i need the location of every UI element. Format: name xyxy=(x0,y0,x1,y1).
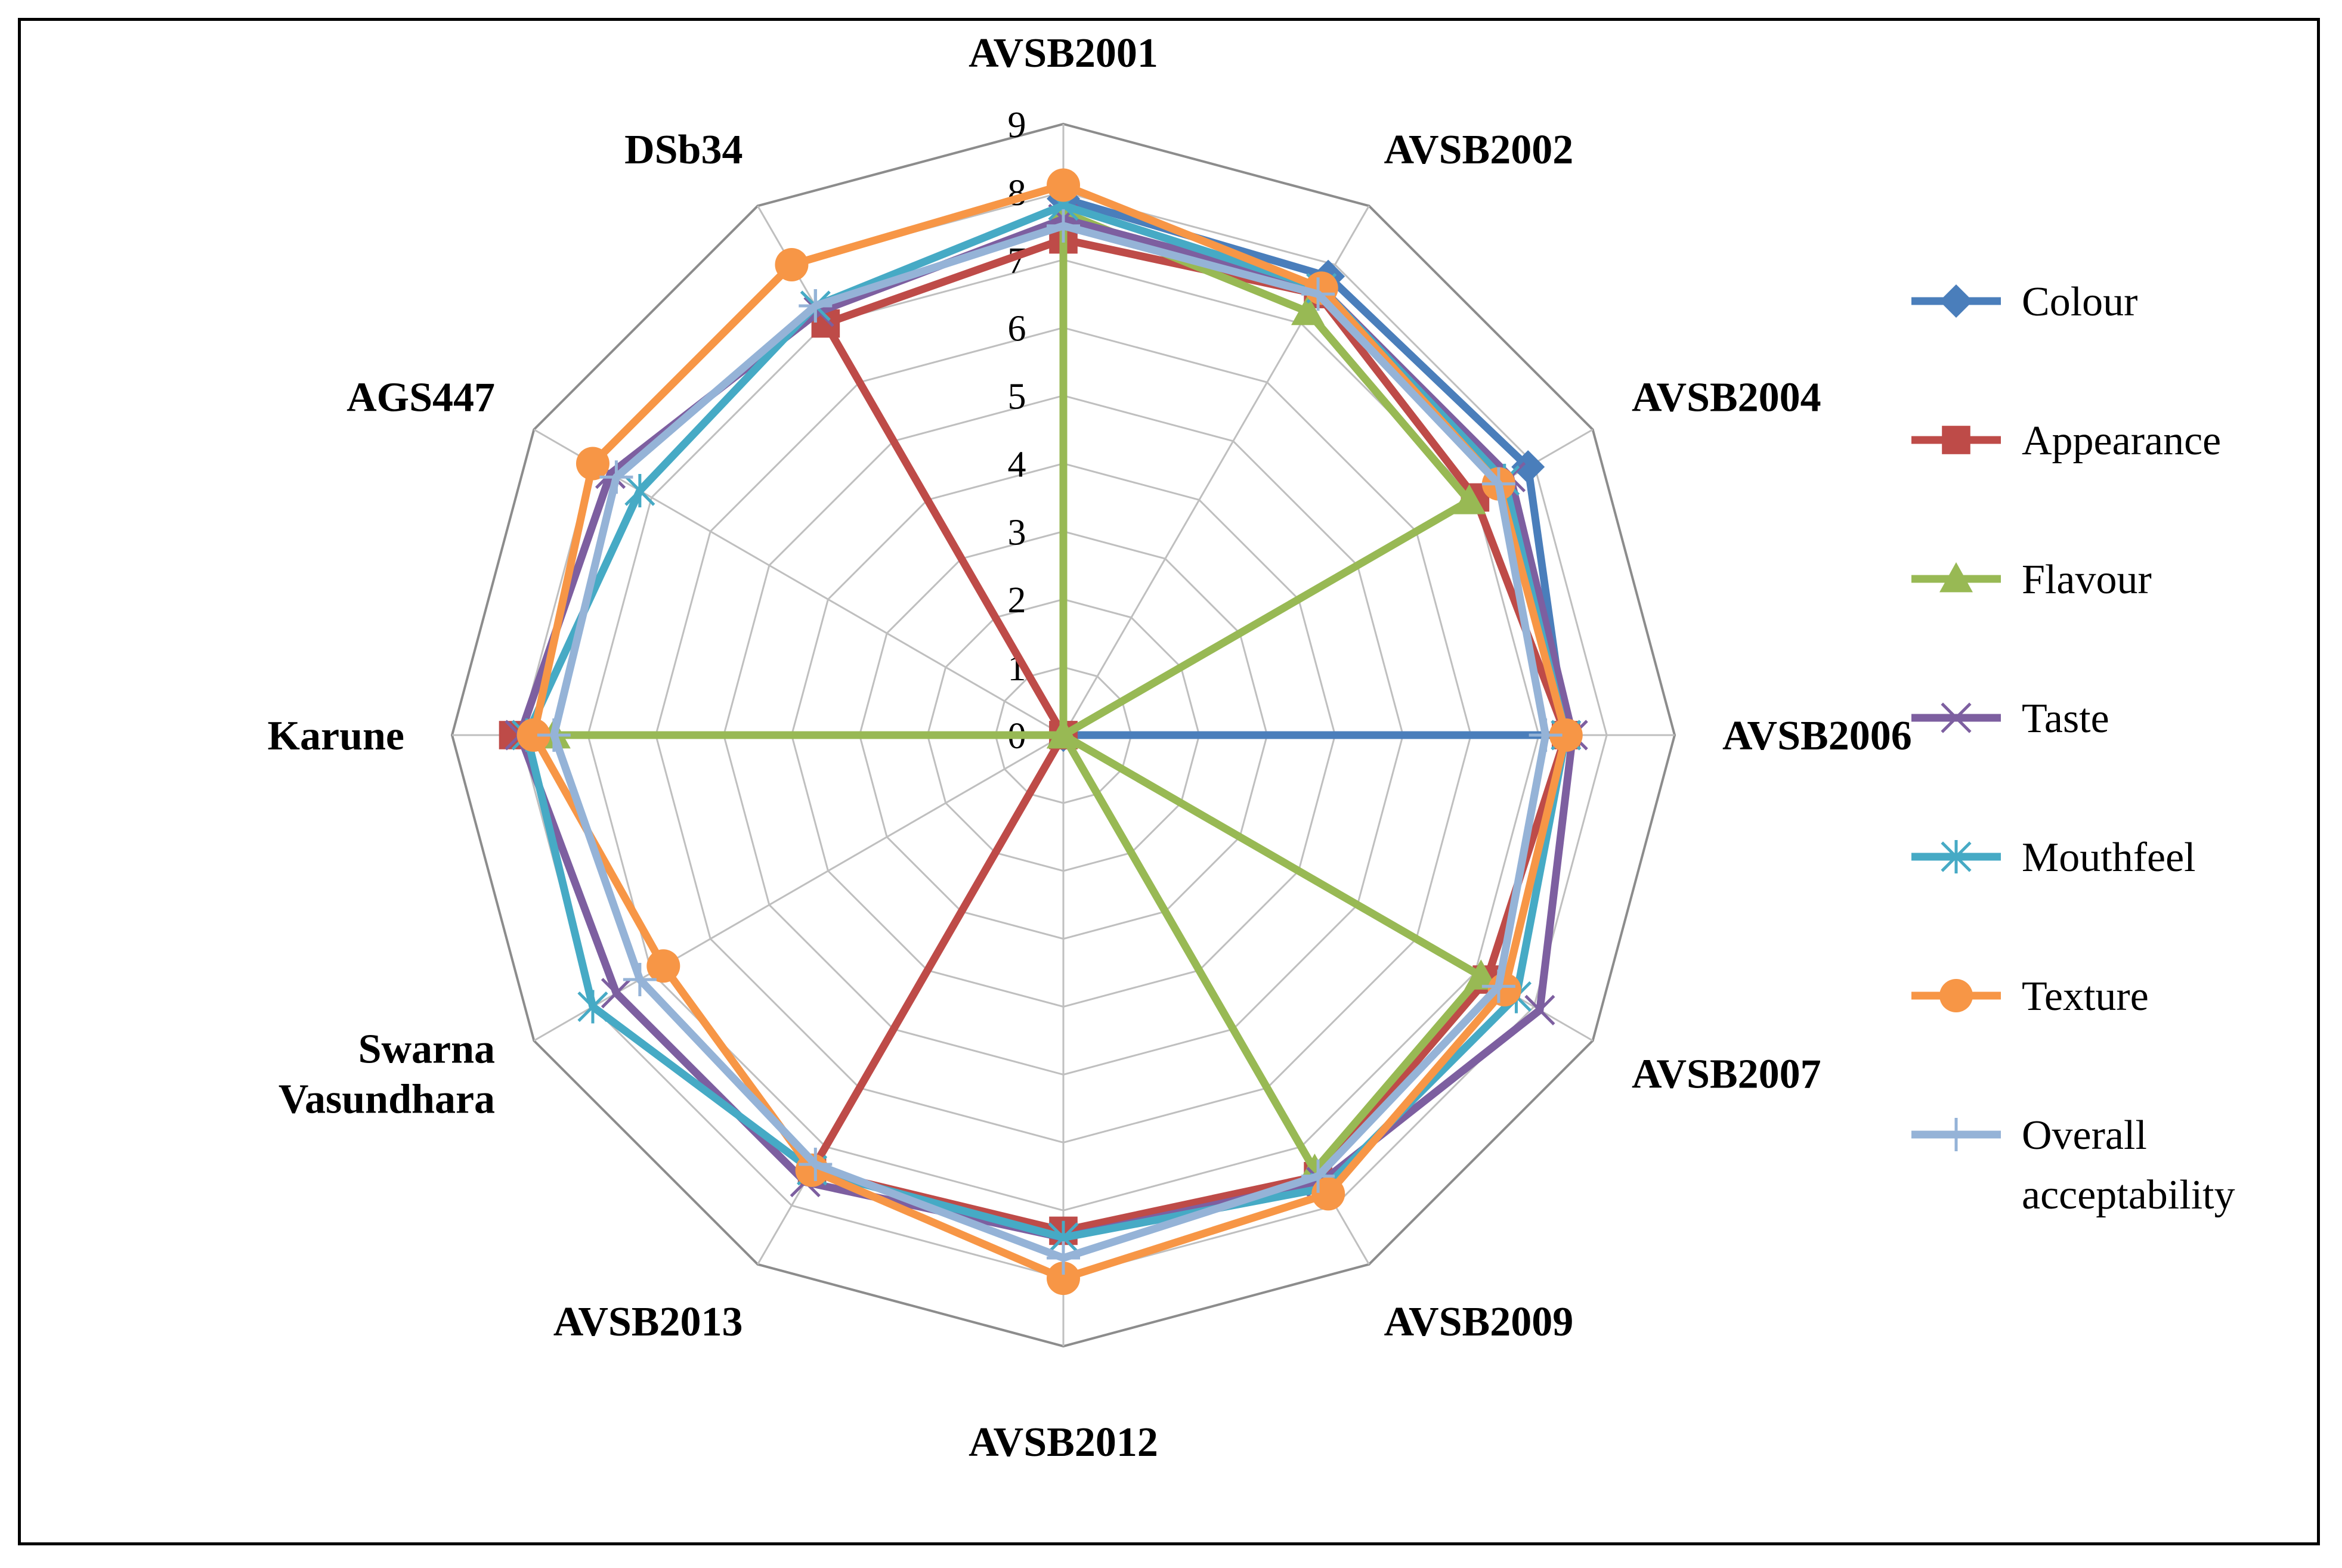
point-texture-avsb2001 xyxy=(1047,168,1080,202)
legend-label-appearance: Appearance xyxy=(2022,418,2221,464)
category-label-swarna-vasundhara: Swarna Vasundhara xyxy=(279,1027,495,1123)
legend-label-taste: Taste xyxy=(2022,696,2109,742)
point-overall-acceptability-avsb2012 xyxy=(1047,1241,1080,1275)
legend-marker-diamond xyxy=(1939,284,1973,318)
category-label-ags447: AGS447 xyxy=(346,375,495,421)
point-flavour-avsb2002 xyxy=(1291,295,1325,326)
point-flavour-avsb2007 xyxy=(1464,959,1498,990)
point-texture-dsb34 xyxy=(775,247,809,281)
series-lines xyxy=(499,168,1588,1296)
legend-label-mouthfeel: Mouthfeel xyxy=(2022,835,2196,881)
point-texture-ags447 xyxy=(576,447,610,481)
legend: Colour Appearance Flavour Taste Mouthfeel Tex… xyxy=(1911,279,2235,1218)
point-overall-acceptability-swarna-vasundhara xyxy=(623,963,657,996)
radial-tick-label: 9 xyxy=(1008,105,1026,145)
radial-tick-label: 2 xyxy=(1008,580,1026,621)
legend-marker-circle xyxy=(1939,979,1973,1012)
point-texture-karune xyxy=(516,718,550,752)
series-taste xyxy=(505,203,1588,1253)
point-overall-acceptability-avsb2006 xyxy=(1529,718,1563,752)
radial-tick-label: 6 xyxy=(1008,309,1026,349)
spoke-ags447 xyxy=(533,429,1064,736)
category-label-avsb2006: AVSB2006 xyxy=(1722,713,1912,759)
category-label-avsb2001: AVSB2001 xyxy=(969,30,1158,76)
point-texture-avsb2009 xyxy=(1311,1177,1345,1211)
point-overall-acceptability-ags447 xyxy=(599,460,633,494)
legend-marker-square xyxy=(1942,426,1970,454)
legend-label-overall-acceptability: Overall acceptability xyxy=(2022,1113,2235,1218)
point-overall-acceptability-karune xyxy=(537,718,571,752)
series-overall-acceptability xyxy=(537,209,1563,1275)
category-label-dsb34: DSb34 xyxy=(624,127,742,173)
legend-item-colour: Colour xyxy=(1911,279,2137,325)
point-overall-acceptability-avsb2001 xyxy=(1047,209,1080,243)
legend-label-texture: Texture xyxy=(2022,974,2149,1019)
legend-item-mouthfeel: Mouthfeel xyxy=(1911,835,2196,881)
legend-item-appearance: Appearance xyxy=(1911,418,2221,464)
point-overall-acceptability-avsb2002 xyxy=(1301,277,1335,311)
point-flavour-dsb34 xyxy=(1047,718,1080,749)
legend-marker-triangle xyxy=(1939,562,1973,593)
point-texture-swarna-vasundhara xyxy=(646,949,680,983)
point-taste-avsb2007 xyxy=(1524,994,1555,1025)
series-line-flavour xyxy=(550,208,1485,1175)
point-texture-avsb2012 xyxy=(1047,1262,1080,1296)
radial-tick-label: 3 xyxy=(1008,512,1026,553)
point-texture-avsb2006 xyxy=(1549,718,1583,752)
point-colour-avsb2004 xyxy=(1511,450,1545,484)
radial-tick-label: 5 xyxy=(1008,377,1026,417)
category-label-avsb2013: AVSB2013 xyxy=(553,1299,743,1345)
point-flavour-avsb2004 xyxy=(1452,484,1486,515)
legend-marker-star xyxy=(1941,840,1972,873)
point-overall-acceptability-avsb2009 xyxy=(1301,1159,1335,1193)
point-overall-acceptability-avsb2007 xyxy=(1481,969,1515,1003)
radial-tick-label: 4 xyxy=(1008,444,1026,485)
point-mouthfeel-swarna-vasundhara xyxy=(577,990,608,1024)
category-label-avsb2004: AVSB2004 xyxy=(1632,375,1821,421)
point-overall-acceptability-avsb2004 xyxy=(1481,467,1515,501)
point-texture-avsb2013 xyxy=(795,1153,829,1187)
point-overall-acceptability-avsb2013 xyxy=(799,1148,833,1181)
legend-item-overall-acceptability: Overall acceptability xyxy=(1911,1113,2235,1218)
legend-item-texture: Texture xyxy=(1911,974,2149,1019)
category-label-avsb2012: AVSB2012 xyxy=(969,1420,1158,1465)
point-taste-swarna-vasundhara xyxy=(601,978,632,1009)
legend-label-colour: Colour xyxy=(2022,279,2137,325)
legend-marker-plus xyxy=(1939,1118,1973,1151)
point-mouthfeel-ags447 xyxy=(624,474,655,507)
category-label-avsb2007: AVSB2007 xyxy=(1632,1052,1821,1098)
legend-label-flavour: Flavour xyxy=(2022,557,2152,603)
series-line-taste xyxy=(516,215,1577,1242)
category-labels: AVSB2001 AVSB2002 AVSB2004 AVSB2006 AVSB2007… xyxy=(268,30,1912,1465)
category-label-karune: Karune xyxy=(268,713,404,759)
legend-item-flavour: Flavour xyxy=(1911,557,2152,603)
legend-marker-x xyxy=(1941,702,1972,733)
spoke-swarna-vasundhara xyxy=(533,734,1064,1042)
category-label-avsb2002: AVSB2002 xyxy=(1384,127,1574,173)
category-label-avsb2009: AVSB2009 xyxy=(1384,1299,1574,1345)
point-overall-acceptability-dsb34 xyxy=(799,289,833,323)
legend-item-taste: Taste xyxy=(1911,696,2109,742)
